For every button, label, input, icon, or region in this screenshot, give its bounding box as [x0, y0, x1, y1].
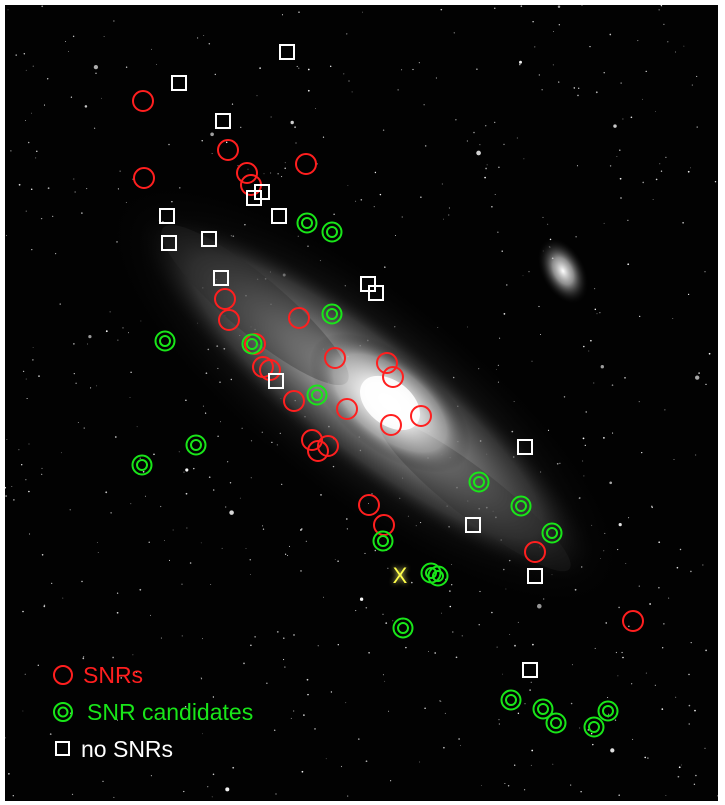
no-snr-marker	[271, 208, 287, 224]
no-snr-marker	[171, 75, 187, 91]
snr-candidate-marker	[306, 384, 328, 406]
marker-layer	[131, 44, 644, 738]
snr-marker	[622, 610, 644, 632]
open-circle-icon	[53, 665, 73, 685]
snr-candidate-marker	[392, 617, 414, 639]
no-snr-marker	[268, 373, 284, 389]
legend: SNRs SNR candidates no SNRs	[53, 662, 253, 762]
snr-marker	[301, 429, 323, 451]
snr-marker	[358, 494, 380, 516]
no-snr-marker	[527, 568, 543, 584]
no-snr-marker	[279, 44, 295, 60]
snr-marker	[380, 414, 402, 436]
double-circle-icon	[53, 702, 73, 722]
open-square-icon	[55, 741, 70, 756]
snr-marker	[236, 162, 258, 184]
snr-marker	[324, 347, 346, 369]
legend-candidate-label: SNR candidates	[87, 699, 253, 725]
legend-no-snr: no SNRs	[55, 736, 173, 762]
snr-marker	[288, 307, 310, 329]
legend-snr-label: SNRs	[83, 662, 143, 688]
snr-marker	[524, 541, 546, 563]
snr-candidate-marker	[468, 471, 490, 493]
no-snr-marker	[465, 517, 481, 533]
snr-candidate-marker	[131, 454, 153, 476]
snr-candidate-marker	[500, 689, 522, 711]
snr-candidate-marker	[372, 530, 394, 552]
snr-marker	[376, 352, 398, 374]
highlight-marker: X	[393, 563, 408, 588]
no-snr-marker	[215, 113, 231, 129]
snr-candidate-marker	[541, 522, 563, 544]
galaxy-body	[96, 174, 634, 616]
snr-candidate-marker	[532, 698, 554, 720]
snr-marker	[382, 366, 404, 388]
no-snr-marker	[159, 208, 175, 224]
no-snr-marker	[213, 270, 229, 286]
legend-candidate: SNR candidates	[53, 699, 253, 725]
snr-candidate-marker	[296, 212, 318, 234]
no-snr-marker	[368, 285, 384, 301]
snr-marker	[283, 390, 305, 412]
snr-candidate-marker	[583, 716, 605, 738]
legend-snr: SNRs	[53, 662, 143, 688]
snr-candidate-marker	[241, 333, 263, 355]
snr-marker	[336, 398, 358, 420]
snr-marker	[132, 90, 154, 112]
snr-marker	[218, 309, 240, 331]
snr-candidate-marker	[427, 565, 449, 587]
snr-marker	[410, 405, 432, 427]
x-cross-icon: X	[393, 563, 408, 588]
snr-marker	[133, 167, 155, 189]
no-snr-marker	[517, 439, 533, 455]
snr-marker	[373, 514, 395, 536]
snr-candidate-marker	[321, 303, 343, 325]
legend-no-snr-label: no SNRs	[81, 736, 173, 762]
snr-marker	[307, 440, 329, 462]
no-snr-marker	[246, 190, 262, 206]
galaxy-image: X SNRs SNR candidates no SNRs	[5, 5, 718, 801]
satellite-galaxy	[537, 237, 589, 305]
snr-candidate-marker	[154, 330, 176, 352]
snr-candidate-marker	[185, 434, 207, 456]
no-snr-marker	[522, 662, 538, 678]
sky-canvas: X SNRs SNR candidates no SNRs	[5, 5, 718, 798]
snr-candidate-marker	[321, 221, 343, 243]
snr-marker	[295, 153, 317, 175]
snr-marker	[317, 435, 339, 457]
no-snr-marker	[201, 231, 217, 247]
snr-marker	[217, 139, 239, 161]
snr-candidate-marker	[510, 495, 532, 517]
snr-candidate-marker	[545, 712, 567, 734]
snr-candidate-marker	[597, 700, 619, 722]
no-snr-marker	[161, 235, 177, 251]
snr-marker	[214, 288, 236, 310]
